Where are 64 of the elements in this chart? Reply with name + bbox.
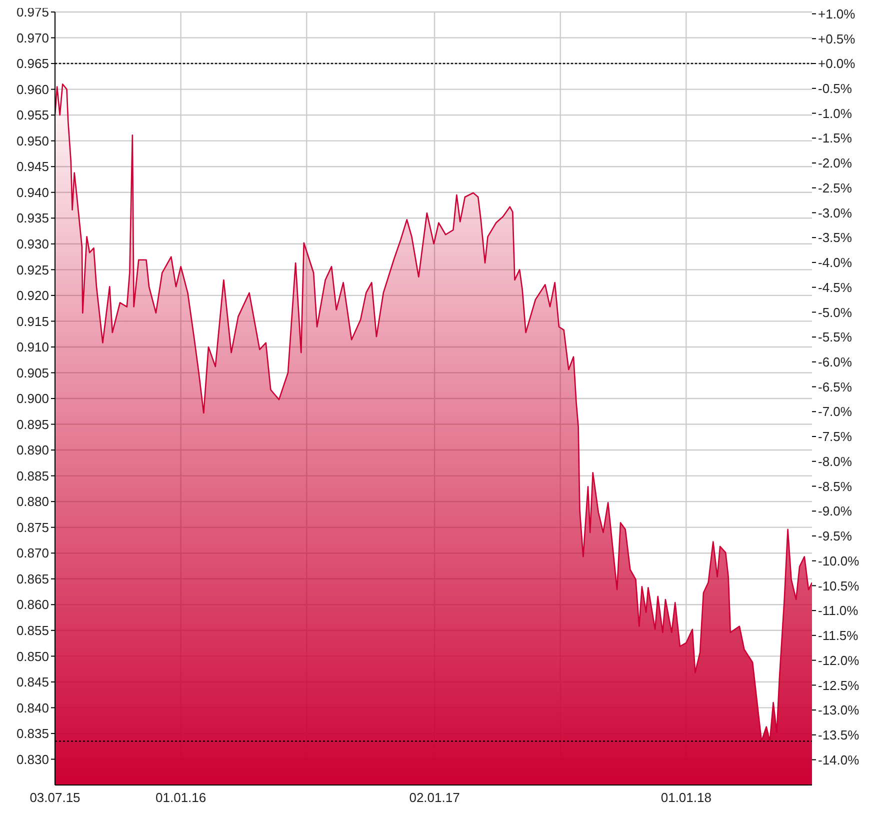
y2-tick-label: -2.5% — [818, 180, 852, 196]
y-tick-label: 0.970 — [16, 30, 49, 46]
y-tick-label: 0.830 — [16, 752, 49, 767]
y-tick-label: 0.895 — [16, 416, 49, 432]
y-tick-label: 0.910 — [16, 340, 49, 355]
y-tick-label: 0.875 — [16, 520, 49, 535]
y-tick-label: 0.935 — [16, 210, 49, 226]
y-tick-label: 0.880 — [16, 494, 49, 510]
y2-tick-label: -3.5% — [818, 230, 852, 246]
y-tick-label: 0.885 — [16, 468, 49, 484]
x-tick-label: 03.07.15 — [30, 790, 80, 806]
y2-tick-label: -12.0% — [818, 652, 860, 668]
y2-tick-label: -8.0% — [818, 454, 852, 469]
y-tick-label: 0.930 — [16, 236, 49, 252]
y2-tick-label: -2.0% — [818, 156, 852, 171]
y2-tick-label: +0.5% — [818, 31, 856, 46]
x-tick-label: 01.01.16 — [156, 790, 206, 806]
y-tick-label: 0.845 — [16, 674, 49, 690]
y2-tick-label: +1.0% — [818, 6, 856, 22]
y2-tick-label: -10.0% — [818, 553, 860, 568]
y2-tick-label: -5.0% — [818, 304, 852, 320]
y-tick-label: 0.900 — [16, 391, 49, 406]
y2-tick-label: -13.5% — [818, 727, 860, 742]
y-tick-label: 0.835 — [16, 726, 49, 742]
y-tick-label: 0.940 — [16, 184, 49, 200]
y-tick-label: 0.890 — [16, 442, 49, 458]
y2-tick-label: -9.0% — [818, 504, 852, 519]
y2-tick-label: -7.5% — [818, 429, 852, 444]
y-tick-label: 0.955 — [16, 108, 49, 123]
y-tick-label: 0.920 — [16, 288, 49, 304]
y-tick-label: 0.850 — [16, 648, 49, 664]
y2-tick-label: -3.0% — [818, 205, 852, 220]
y2-tick-label: -10.5% — [818, 578, 860, 594]
y-tick-label: 0.905 — [16, 365, 49, 380]
y2-tick-label: -5.5% — [818, 330, 852, 345]
y-tick-label: 0.925 — [16, 262, 49, 278]
y2-tick-label: -9.5% — [818, 528, 852, 544]
y2-tick-label: -1.0% — [818, 106, 852, 121]
y-tick-label: 0.865 — [16, 571, 49, 586]
y-tick-label: 0.960 — [16, 82, 49, 97]
x-tick-label: 02.01.17 — [409, 790, 460, 806]
y-tick-label: 0.860 — [16, 597, 49, 612]
y2-tick-label: -7.0% — [818, 404, 852, 420]
y2-tick-label: -1.5% — [818, 130, 852, 146]
y-tick-label: 0.950 — [16, 133, 49, 148]
y2-tick-label: +0.0% — [818, 56, 856, 72]
y2-tick-label: -4.0% — [818, 255, 852, 270]
y-tick-label: 0.915 — [16, 314, 49, 329]
y-tick-label: 0.840 — [16, 700, 49, 716]
y-tick-label: 0.870 — [16, 546, 49, 561]
y2-tick-label: -6.0% — [818, 354, 852, 370]
y-tick-label: 0.945 — [16, 159, 49, 174]
x-tick-label: 01.01.18 — [660, 790, 712, 806]
y2-tick-label: -14.0% — [818, 752, 860, 768]
y-tick-label: 0.855 — [16, 623, 49, 638]
y2-tick-label: -4.5% — [818, 280, 852, 295]
y2-tick-label: -6.5% — [818, 379, 852, 394]
y2-tick-label: -11.0% — [818, 603, 859, 618]
y2-tick-label: -12.5% — [818, 678, 860, 693]
y-tick-label: 0.965 — [16, 56, 49, 72]
y2-tick-label: -11.5% — [818, 628, 859, 644]
y2-tick-label: -13.0% — [818, 702, 860, 718]
y2-tick-label: -8.5% — [818, 478, 852, 494]
y2-tick-label: -0.5% — [818, 81, 852, 96]
